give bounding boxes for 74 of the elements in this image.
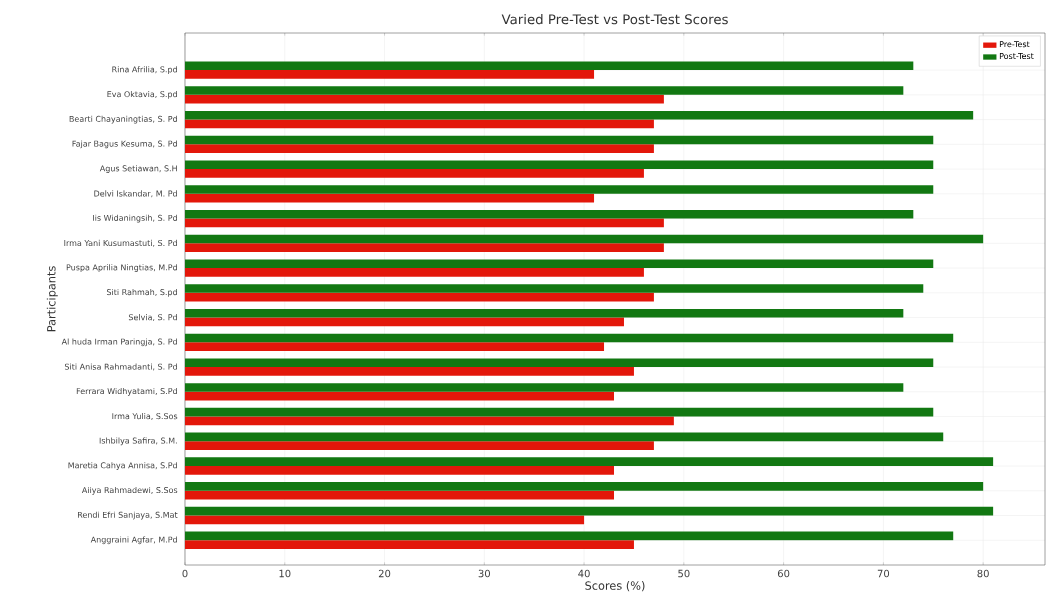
- y-tick-label: Aiiya Rahmadewi, S.Sos: [81, 486, 178, 495]
- bar: [185, 160, 934, 170]
- bar: [185, 284, 924, 293]
- bar: [185, 416, 674, 426]
- bar: [185, 110, 974, 120]
- y-tick-label: Eva Oktavia, S.pd: [107, 90, 177, 99]
- y-tick-label: Siti Rahmah, S.pd: [106, 288, 177, 297]
- bar: [185, 367, 634, 376]
- y-tick-label: Anggraini Agfar, M.Pd: [90, 536, 177, 545]
- bar: [185, 268, 644, 277]
- y-tick-label: Delvi Iskandar, M. Pd: [94, 190, 177, 198]
- y-tick-label: Selvia, S. Pd: [128, 314, 177, 322]
- bar: [185, 218, 664, 228]
- x-tick-label: 80: [977, 569, 989, 578]
- bar: [185, 308, 904, 318]
- bar: [185, 515, 585, 525]
- bar: [185, 292, 654, 302]
- y-tick-label: Agus Setiawan, S.H: [99, 165, 177, 173]
- y-tick-label: Maretia Cahya Annisa, S.Pd: [68, 462, 177, 470]
- bar: [185, 61, 914, 71]
- y-tick-label: Siti Anisa Rahmadanti, S. Pd: [64, 363, 177, 371]
- y-axis-title: Participants: [46, 266, 58, 332]
- chart-title: Varied Pre-Test vs Post-Test Scores: [501, 13, 728, 25]
- y-tick-label: Rina Afrilia, S.pd: [112, 66, 177, 74]
- bar: [185, 193, 595, 203]
- bar: [185, 506, 994, 516]
- x-tick-label: 60: [777, 569, 790, 578]
- bar: [185, 342, 605, 351]
- x-tick-label: 50: [678, 569, 690, 578]
- bar: [185, 407, 934, 417]
- bar: [185, 185, 934, 194]
- y-tick-label: Iis Widaningsih, S. Pd: [93, 214, 177, 223]
- bar: [185, 259, 934, 269]
- y-tick-label: Ishbilya Safira, S.M.: [99, 437, 177, 446]
- bar: [185, 540, 634, 549]
- y-tick-label: Irma Yulia, S.Sos: [112, 413, 178, 421]
- bar: [185, 94, 664, 104]
- x-tick-label: 40: [578, 569, 590, 578]
- x-tick-label: 30: [478, 569, 490, 578]
- bar: [185, 86, 904, 95]
- y-tick-label: Rendi Efri Sanjaya, S.Mat: [78, 511, 178, 520]
- bar: [185, 457, 994, 467]
- bar: [185, 209, 914, 219]
- x-tick-label: 10: [279, 569, 291, 578]
- bar: [185, 441, 654, 450]
- bar: [185, 234, 984, 244]
- bar: [185, 490, 614, 500]
- y-tick-label: Puspa Aprilia Ningtias, M.Pd: [66, 264, 177, 272]
- legend-label: Post-Test: [999, 53, 1034, 60]
- x-tick-label: 20: [378, 569, 391, 578]
- legend-label: Pre-Test: [999, 41, 1030, 48]
- y-tick-label: Al huda Irman Paringja, S. Pd: [61, 338, 177, 347]
- bar: [185, 466, 614, 475]
- bar: [185, 317, 624, 327]
- bar: [185, 333, 954, 343]
- bar: [185, 119, 654, 129]
- x-axis-title: Scores (%): [585, 581, 645, 592]
- bar: [185, 358, 934, 368]
- bar: [185, 531, 954, 541]
- bar: [185, 169, 644, 178]
- bar: [185, 70, 595, 79]
- bar: [185, 144, 654, 154]
- bar: [185, 135, 934, 145]
- bar: [185, 482, 984, 491]
- bar: [185, 243, 664, 252]
- x-tick-label: 70: [877, 569, 890, 578]
- y-tick-label: Ferrara Widhyatami, S.Pd: [76, 387, 177, 396]
- y-tick-label: Irma Yani Kusumastuti, S. Pd: [64, 239, 177, 247]
- bar: [185, 432, 944, 442]
- x-tick-label: 0: [182, 569, 188, 578]
- bar: [185, 391, 614, 401]
- y-tick-label: Bearti Chayaningtias, S. Pd: [69, 115, 177, 124]
- y-tick-label: Fajar Bagus Kesuma, S. Pd: [72, 140, 177, 149]
- bar: [185, 383, 904, 392]
